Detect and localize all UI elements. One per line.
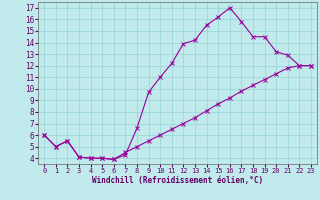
X-axis label: Windchill (Refroidissement éolien,°C): Windchill (Refroidissement éolien,°C)	[92, 176, 263, 185]
